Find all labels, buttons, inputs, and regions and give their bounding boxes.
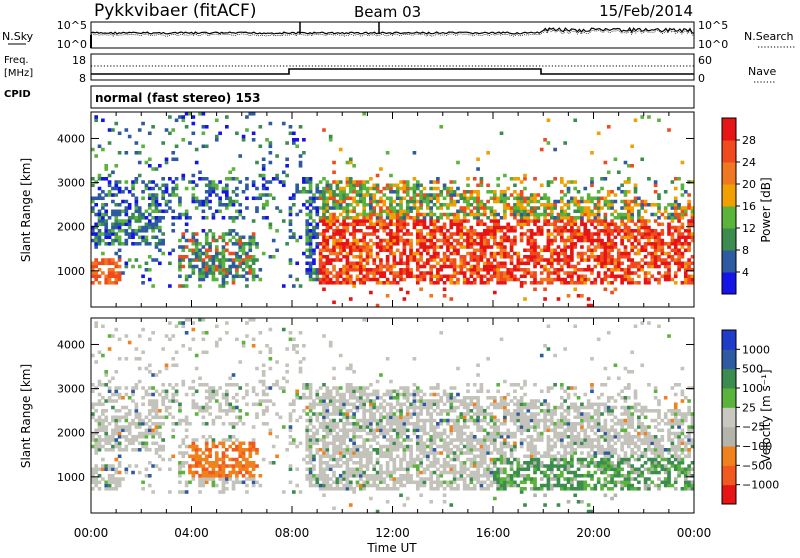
y-tick-label: 1000 bbox=[57, 471, 85, 484]
x-tick-label: 04:00 bbox=[174, 526, 209, 540]
x-tick-label: 08:00 bbox=[275, 526, 310, 540]
power-ylabel: Slant Range [km] bbox=[19, 158, 33, 262]
x-tick-label: 00:00 bbox=[677, 526, 712, 540]
power-colorbar-tick: 4 bbox=[742, 266, 749, 279]
velocity-colorbar-tick: 25 bbox=[742, 401, 756, 414]
date-title: 15/Feb/2014 bbox=[599, 2, 693, 20]
noise-right-label: N.Search bbox=[744, 30, 794, 43]
cpid-label: CPID bbox=[4, 89, 31, 100]
power-colorbar-tick: 12 bbox=[742, 222, 756, 235]
velocity-data-cells bbox=[91, 318, 694, 513]
power-colorbar-label: Power [dB] bbox=[759, 177, 773, 242]
velocity-colorbar-label: Velocity [m s⁻¹] bbox=[759, 369, 773, 462]
x-axis-title: Time UT bbox=[366, 541, 417, 554]
noise-panel: 10^5 10^0 10^5 10^0 N.Sky N.Search bbox=[2, 19, 796, 51]
noise-left-tick-bottom: 10^0 bbox=[57, 38, 87, 51]
power-colorbar: 4 8 12 16 20 24 28 bbox=[722, 118, 756, 295]
noise-trace bbox=[91, 28, 694, 34]
power-panel: 1000 2000 3000 4000 Slant Range [km] bbox=[19, 112, 694, 307]
beam-title: Beam 03 bbox=[354, 3, 421, 21]
cpid-value: normal (fast stereo) 153 bbox=[95, 91, 261, 105]
power-colorbar-tick: 8 bbox=[742, 244, 749, 257]
x-tick-label: 12:00 bbox=[375, 526, 410, 540]
y-tick-label: 4000 bbox=[57, 338, 85, 351]
freq-left-tick-bottom: 8 bbox=[79, 72, 86, 85]
noise-right-tick-top: 10^5 bbox=[698, 19, 728, 32]
x-tick-label: 00:00 bbox=[74, 526, 109, 540]
nave-label: Nave bbox=[748, 65, 776, 78]
velocity-colorbar-tick: −1000 bbox=[742, 479, 779, 492]
y-tick-label: 2000 bbox=[57, 221, 85, 234]
freq-trace bbox=[91, 69, 694, 74]
noise-left-label: N.Sky bbox=[2, 30, 34, 43]
freq-right-tick-bottom: 0 bbox=[698, 72, 705, 85]
x-tick-label: 20:00 bbox=[576, 526, 611, 540]
freq-label: Freq. bbox=[4, 55, 29, 66]
power-colorbar-tick: 20 bbox=[742, 178, 756, 191]
y-tick-label: 1000 bbox=[57, 265, 85, 278]
noise-right-tick-bottom: 10^0 bbox=[698, 38, 728, 51]
velocity-ylabel: Slant Range [km] bbox=[19, 364, 33, 468]
velocity-panel: 1000 2000 3000 4000 Slant Range [km] bbox=[19, 318, 694, 513]
velocity-colorbar-tick: 1000 bbox=[742, 343, 770, 356]
power-data-cells bbox=[91, 112, 694, 307]
noise-left-tick-top: 10^5 bbox=[57, 19, 87, 32]
power-colorbar-tick: 24 bbox=[742, 156, 756, 169]
freq-panel: 18 8 60 0 Freq. [MHz] Nave bbox=[4, 54, 776, 85]
y-tick-label: 3000 bbox=[57, 177, 85, 190]
freq-left-tick-top: 18 bbox=[72, 54, 86, 67]
freq-right-tick-top: 60 bbox=[698, 54, 712, 67]
y-tick-label: 2000 bbox=[57, 427, 85, 440]
x-tick-label: 16:00 bbox=[476, 526, 511, 540]
station-title: Pykkvibaer (fitACF) bbox=[94, 1, 256, 21]
power-colorbar-tick: 16 bbox=[742, 200, 756, 213]
power-colorbar-tick: 28 bbox=[742, 134, 756, 147]
y-tick-label: 4000 bbox=[57, 132, 85, 145]
y-tick-label: 3000 bbox=[57, 383, 85, 396]
freq-unit: [MHz] bbox=[4, 68, 33, 79]
